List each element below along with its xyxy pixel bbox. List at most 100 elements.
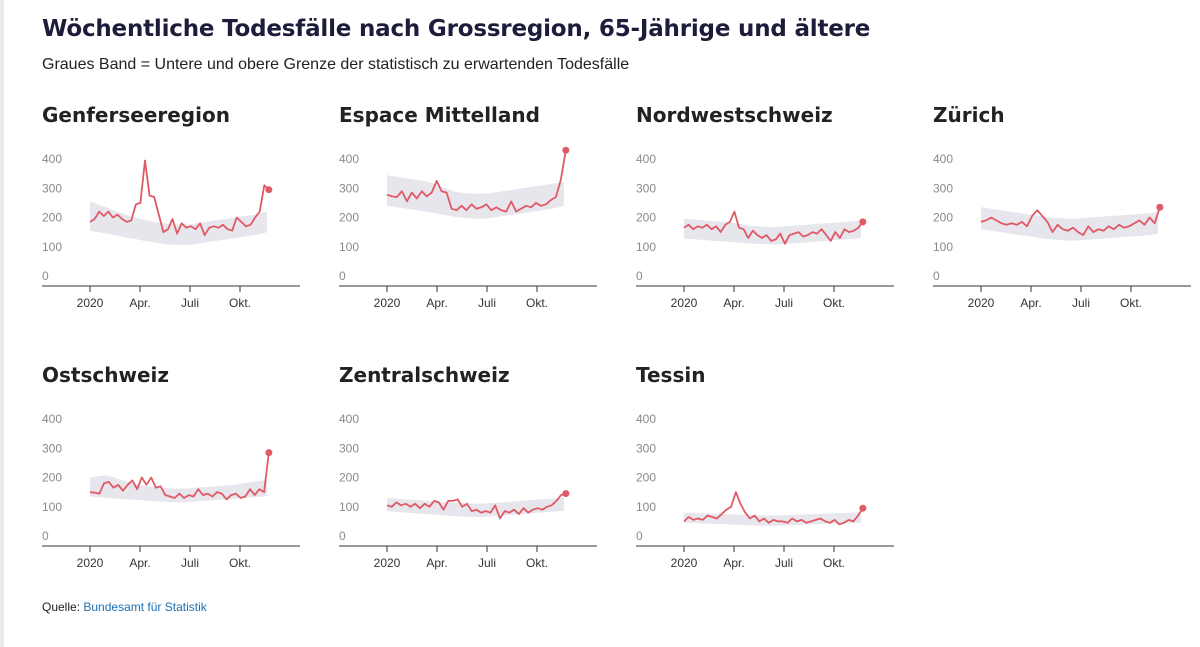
- x-tick-label: Okt.: [229, 556, 251, 570]
- y-tick-label: 100: [636, 500, 656, 514]
- y-tick-label: 100: [636, 240, 656, 254]
- chart-svg: 0 100 200 300 400 2020 Apr. Juli Okt.: [933, 152, 1191, 310]
- y-tick-label: 100: [42, 500, 62, 514]
- y-tick-label: 200: [636, 211, 656, 225]
- chart-svg: 0 100 200 300 400 2020 Apr. Juli Okt.: [42, 412, 300, 570]
- y-tick-label: 400: [636, 412, 656, 426]
- deaths-line: [683, 210, 864, 245]
- chart-title: Nordwestschweiz: [636, 103, 833, 127]
- chart-panel-ostschweiz: Ostschweiz 0 100 200 300 400 2020 Apr. Juli Okt.: [42, 363, 304, 593]
- chart-panel-tessin: Tessin 0 100 200 300 400 2020 Apr. Juli Okt.: [636, 363, 898, 593]
- x-tick-label: 2020: [374, 296, 401, 310]
- chart-svg: 0 100 200 300 400 2020 Apr. Juli Okt.: [636, 152, 894, 310]
- x-tick-label: Apr.: [426, 556, 447, 570]
- x-tick-label: 2020: [671, 556, 698, 570]
- y-tick-label: 200: [933, 211, 953, 225]
- expected-range-band: [684, 512, 861, 526]
- x-tick-label: Apr.: [723, 296, 744, 310]
- y-tick-label: 0: [933, 269, 940, 283]
- deaths-line: [386, 150, 567, 213]
- y-tick-label: 300: [933, 181, 953, 195]
- chart-title: Zürich: [933, 103, 1005, 127]
- chart-header: Wöchentliche Todesfälle nach Grossregion…: [42, 16, 1182, 74]
- y-tick-label: 100: [339, 240, 359, 254]
- expected-range-band: [387, 175, 564, 219]
- x-tick-label: 2020: [671, 296, 698, 310]
- x-tick-label: Okt.: [1120, 296, 1142, 310]
- x-tick-label: Apr.: [129, 296, 150, 310]
- chart-svg: 0 100 200 300 400 2020 Apr. Juli Okt.: [636, 412, 894, 570]
- y-tick-label: 200: [42, 211, 62, 225]
- expected-range-band: [387, 497, 564, 517]
- y-tick-label: 0: [339, 529, 346, 543]
- latest-value-dot: [562, 490, 570, 498]
- expected-range-band: [684, 219, 861, 245]
- x-tick-label: 2020: [77, 556, 104, 570]
- x-tick-label: 2020: [968, 296, 995, 310]
- latest-value-dot: [859, 504, 867, 512]
- chart-svg: 0 100 200 300 400 2020 Apr. Juli Okt.: [339, 412, 597, 570]
- source-label: Quelle:: [42, 600, 81, 614]
- chart-title: Zentralschweiz: [339, 363, 510, 387]
- page-title: Wöchentliche Todesfälle nach Grossregion…: [42, 16, 871, 42]
- x-tick-label: Apr.: [1020, 296, 1041, 310]
- chart-title: Genferseeregion: [42, 103, 230, 127]
- x-tick-label: 2020: [374, 556, 401, 570]
- expected-range-band: [90, 201, 267, 245]
- x-tick-label: Juli: [478, 556, 496, 570]
- deaths-line: [386, 492, 567, 520]
- x-tick-label: Okt.: [526, 296, 548, 310]
- left-edge-bar: [0, 0, 4, 647]
- chart-panel-genferseeregion: Genferseeregion 0 100 200 300 400 2020 Apr. Juli…: [42, 103, 304, 333]
- source-link[interactable]: Bundesamt für Statistik: [83, 600, 207, 614]
- page-subtitle: Graues Band = Untere und obere Grenze de…: [42, 56, 630, 73]
- y-tick-label: 100: [339, 500, 359, 514]
- x-tick-label: Juli: [181, 296, 199, 310]
- x-tick-label: Juli: [478, 296, 496, 310]
- y-tick-label: 100: [42, 240, 62, 254]
- y-tick-label: 400: [339, 412, 359, 426]
- chart-panel-zurich: Zürich 0 100 200 300 400 2020 Apr. Juli Okt.: [933, 103, 1195, 333]
- y-tick-label: 0: [636, 269, 643, 283]
- x-tick-label: Okt.: [823, 296, 845, 310]
- y-tick-label: 200: [42, 471, 62, 485]
- y-tick-label: 0: [636, 529, 643, 543]
- chart-title: Espace Mittelland: [339, 103, 540, 127]
- deaths-line: [683, 491, 864, 526]
- chart-title: Tessin: [636, 363, 706, 387]
- x-tick-label: Apr.: [426, 296, 447, 310]
- y-tick-label: 300: [42, 441, 62, 455]
- y-tick-label: 200: [636, 471, 656, 485]
- y-tick-label: 400: [42, 412, 62, 426]
- chart-svg: 0 100 200 300 400 2020 Apr. Juli Okt.: [339, 146, 597, 310]
- deaths-line: [89, 159, 270, 236]
- y-tick-label: 300: [42, 181, 62, 195]
- latest-value-dot: [562, 146, 570, 154]
- chart-svg: 0 100 200 300 400 2020 Apr. Juli Okt.: [42, 152, 300, 310]
- x-tick-label: Juli: [775, 296, 793, 310]
- y-tick-label: 400: [636, 152, 656, 166]
- y-tick-label: 400: [42, 152, 62, 166]
- latest-value-dot: [1156, 203, 1164, 211]
- y-tick-label: 300: [636, 441, 656, 455]
- y-tick-label: 400: [339, 152, 359, 166]
- y-tick-label: 300: [339, 441, 359, 455]
- x-tick-label: Apr.: [723, 556, 744, 570]
- x-tick-label: Juli: [775, 556, 793, 570]
- y-tick-label: 200: [339, 471, 359, 485]
- y-tick-label: 200: [339, 211, 359, 225]
- x-tick-label: Juli: [181, 556, 199, 570]
- latest-value-dot: [265, 186, 273, 194]
- chart-panel-zentralschweiz: Zentralschweiz 0 100 200 300 400 2020 Apr. Juli O…: [339, 363, 601, 593]
- y-tick-label: 300: [339, 181, 359, 195]
- latest-value-dot: [265, 449, 273, 457]
- y-tick-label: 0: [42, 269, 49, 283]
- y-tick-label: 400: [933, 152, 953, 166]
- x-tick-label: Okt.: [526, 556, 548, 570]
- y-tick-label: 300: [636, 181, 656, 195]
- chart-title: Ostschweiz: [42, 363, 170, 387]
- y-tick-label: 100: [933, 240, 953, 254]
- deaths-line: [89, 452, 270, 501]
- x-tick-label: Okt.: [229, 296, 251, 310]
- y-tick-label: 0: [42, 529, 49, 543]
